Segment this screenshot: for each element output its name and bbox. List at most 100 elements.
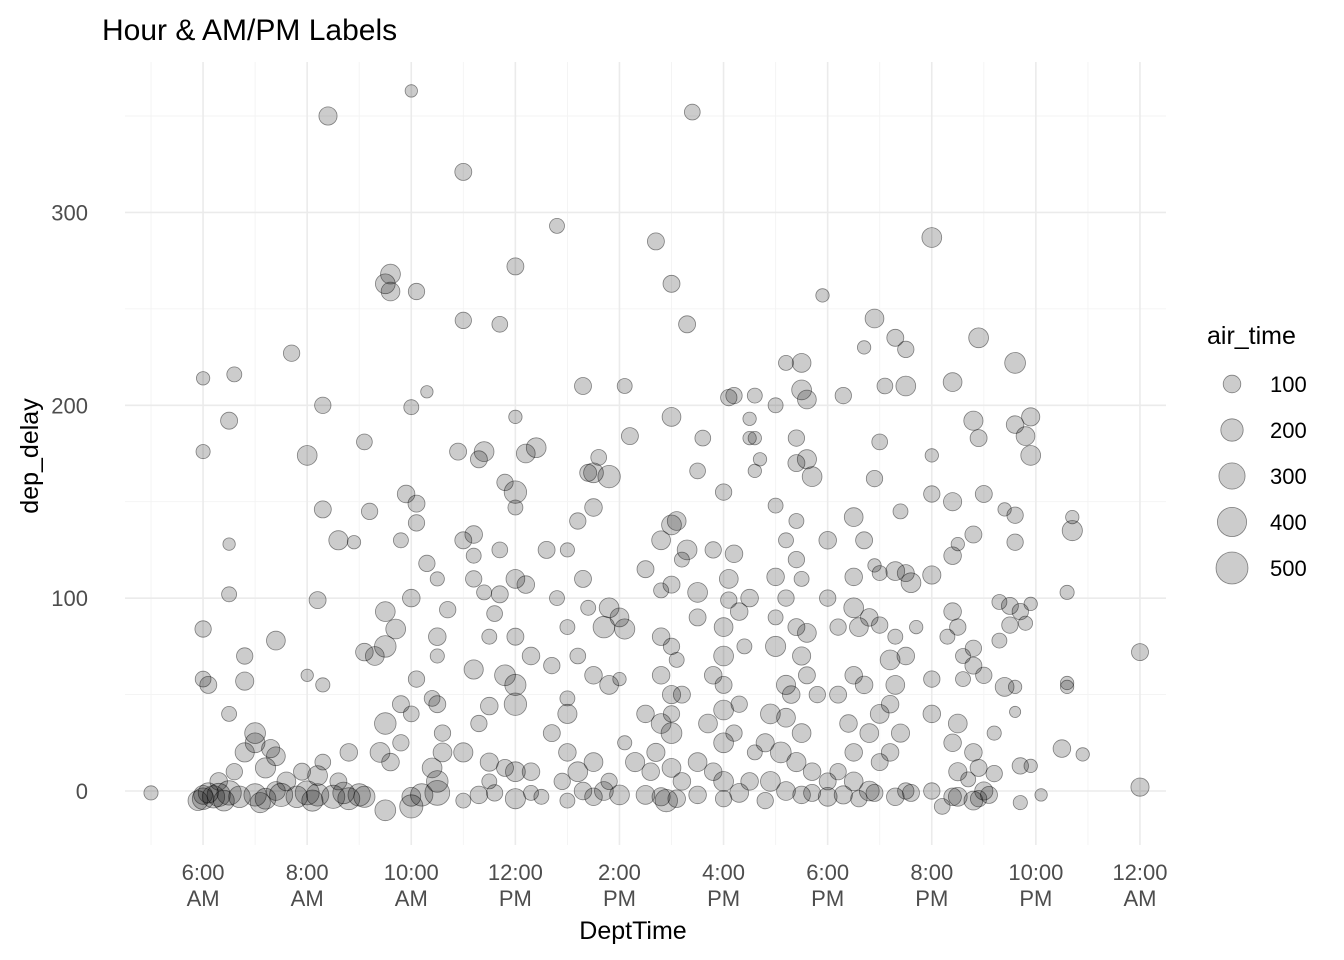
x-tick-label-period: AM bbox=[1123, 886, 1156, 911]
data-point bbox=[778, 354, 794, 371]
data-point bbox=[301, 789, 324, 812]
data-point bbox=[843, 771, 864, 792]
data-point bbox=[797, 389, 817, 410]
data-point bbox=[818, 531, 837, 550]
data-point bbox=[948, 762, 968, 782]
data-point bbox=[439, 601, 457, 619]
data-point bbox=[636, 704, 655, 724]
data-point bbox=[243, 783, 267, 807]
data-point bbox=[503, 692, 528, 716]
x-tick-label-period: AM bbox=[291, 886, 324, 911]
data-point bbox=[369, 742, 391, 763]
data-point bbox=[1005, 415, 1025, 434]
data-point bbox=[485, 784, 504, 802]
data-point bbox=[786, 752, 807, 773]
data-point bbox=[494, 664, 516, 687]
data-point bbox=[943, 492, 963, 512]
data-point bbox=[974, 781, 994, 801]
data-point bbox=[922, 704, 942, 724]
data-point bbox=[803, 784, 821, 802]
x-tick-label-period: PM bbox=[707, 886, 740, 911]
data-point bbox=[428, 695, 447, 714]
data-point bbox=[491, 541, 509, 559]
data-point bbox=[1011, 757, 1029, 775]
data-point bbox=[791, 723, 812, 743]
x-tick-label: 8:00 bbox=[286, 860, 329, 885]
data-point bbox=[975, 666, 993, 684]
data-point bbox=[402, 588, 421, 608]
data-point bbox=[454, 311, 472, 329]
data-point bbox=[339, 743, 359, 762]
data-point bbox=[449, 442, 468, 461]
data-point bbox=[426, 770, 449, 793]
data-point bbox=[559, 542, 575, 558]
data-point bbox=[698, 713, 718, 734]
data-point bbox=[943, 733, 962, 753]
data-point bbox=[549, 590, 565, 606]
data-point bbox=[505, 569, 526, 589]
data-point bbox=[580, 599, 597, 616]
data-point bbox=[584, 787, 603, 807]
data-point bbox=[213, 789, 235, 812]
data-point bbox=[216, 780, 242, 806]
data-point bbox=[787, 454, 806, 473]
data-point bbox=[143, 785, 159, 801]
data-point bbox=[858, 780, 880, 802]
data-point bbox=[209, 772, 228, 791]
data-point bbox=[315, 677, 331, 693]
x-tick-label: 12:00 bbox=[488, 860, 543, 885]
data-point bbox=[892, 503, 909, 520]
data-point bbox=[879, 649, 901, 671]
data-point bbox=[557, 703, 578, 724]
data-point bbox=[964, 743, 983, 762]
data-point bbox=[980, 786, 998, 804]
data-point bbox=[429, 648, 445, 664]
data-point bbox=[533, 788, 550, 805]
data-point bbox=[374, 635, 397, 658]
data-point bbox=[963, 790, 984, 811]
data-point bbox=[1004, 352, 1026, 374]
data-point bbox=[662, 637, 681, 656]
data-point bbox=[465, 547, 482, 564]
data-point bbox=[997, 502, 1012, 517]
data-point bbox=[403, 399, 420, 416]
x-tick-label: 6:00 bbox=[182, 860, 225, 885]
data-point bbox=[594, 781, 614, 801]
data-point bbox=[815, 288, 830, 303]
data-point bbox=[407, 494, 426, 513]
data-point bbox=[410, 783, 434, 807]
data-point bbox=[496, 473, 514, 491]
legend-key-circle bbox=[1218, 462, 1246, 490]
data-point bbox=[261, 739, 281, 759]
data-point bbox=[886, 787, 905, 807]
data-point bbox=[254, 787, 277, 810]
data-point bbox=[559, 619, 576, 635]
data-point bbox=[963, 410, 984, 431]
data-point bbox=[269, 782, 294, 807]
data-point bbox=[870, 753, 889, 771]
data-point bbox=[662, 705, 681, 723]
data-point bbox=[199, 676, 218, 694]
data-point bbox=[742, 411, 757, 426]
data-point bbox=[337, 787, 361, 811]
data-point bbox=[374, 601, 396, 622]
data-point bbox=[1065, 509, 1080, 525]
data-point bbox=[1059, 584, 1075, 600]
data-point bbox=[756, 791, 774, 810]
data-point bbox=[1075, 747, 1090, 762]
data-point bbox=[1034, 788, 1048, 802]
data-point bbox=[396, 484, 416, 504]
data-point bbox=[769, 741, 792, 764]
data-point bbox=[476, 584, 493, 601]
data-point bbox=[221, 586, 238, 603]
data-point bbox=[364, 646, 385, 666]
data-point bbox=[736, 638, 753, 655]
data-point bbox=[688, 608, 707, 627]
data-point bbox=[765, 635, 787, 657]
x-tick-label: 6:00 bbox=[806, 860, 849, 885]
data-point bbox=[491, 315, 509, 333]
data-point bbox=[869, 704, 890, 724]
data-point bbox=[543, 656, 561, 675]
data-point bbox=[381, 752, 400, 772]
data-point bbox=[481, 773, 498, 790]
